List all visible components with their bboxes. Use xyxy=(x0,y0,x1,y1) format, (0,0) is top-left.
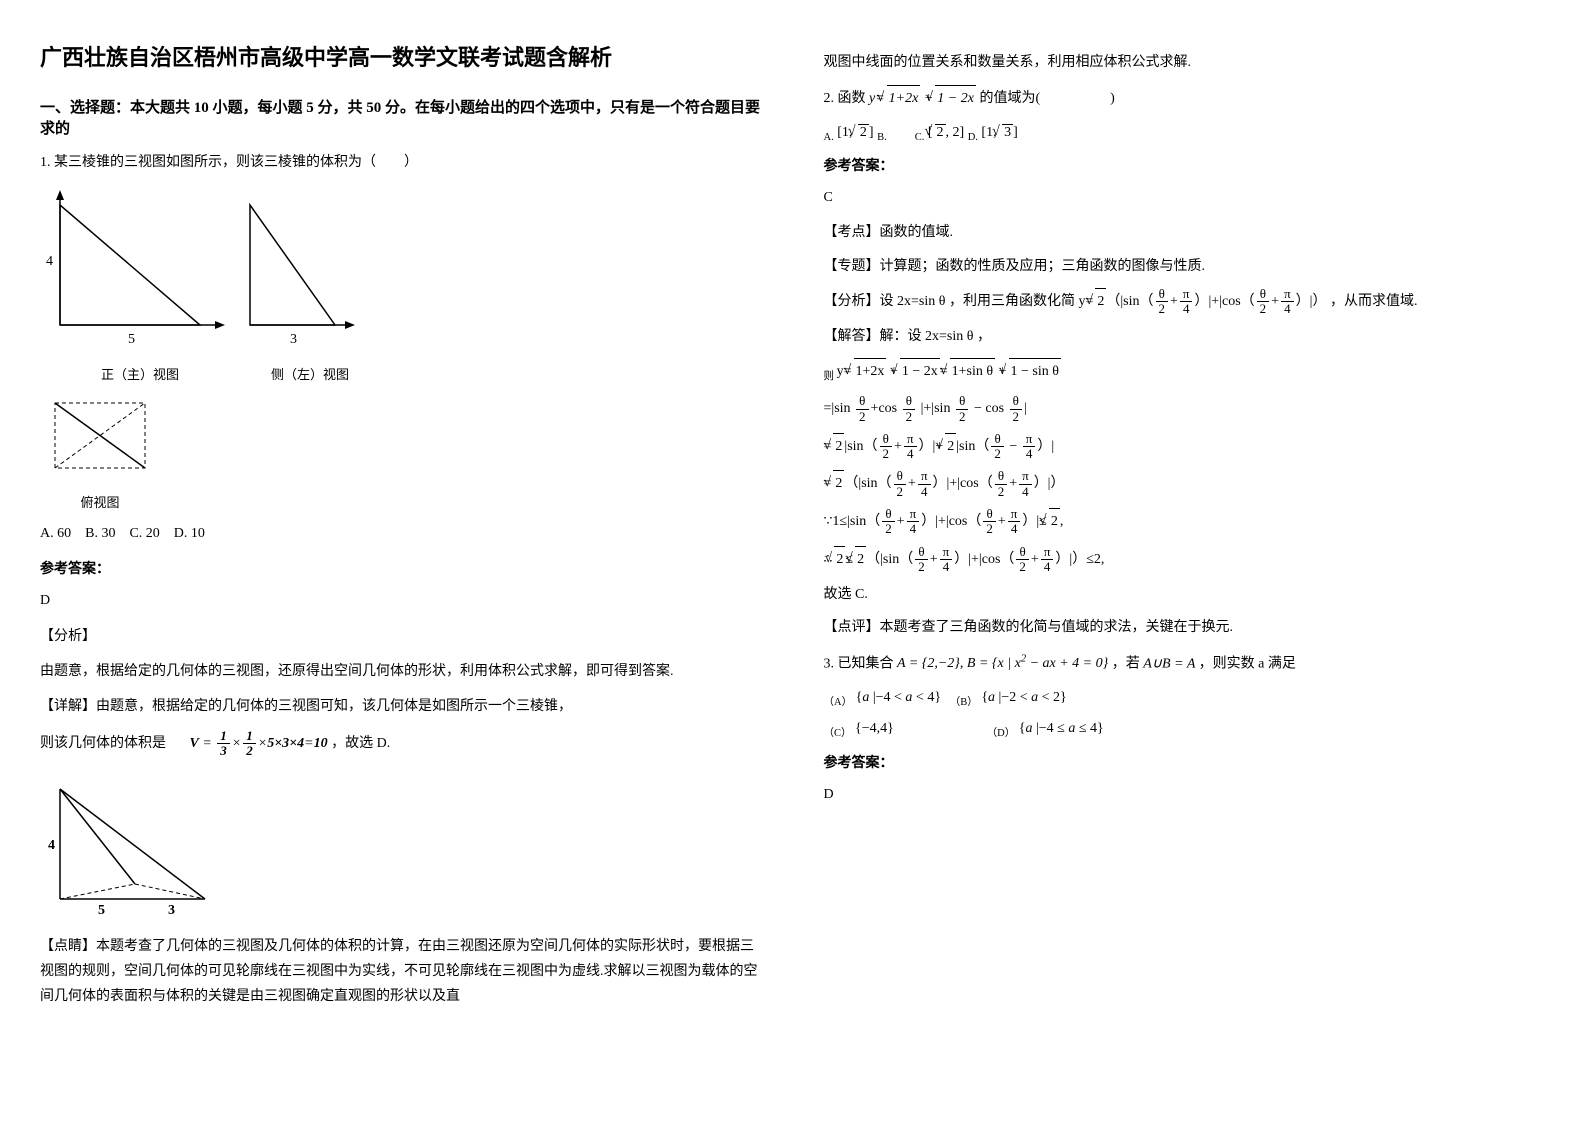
front-side-view-svg: 4 5 3 xyxy=(40,185,370,355)
q2-fenxi-suffix: ，从而求值域. xyxy=(1330,294,1418,309)
q1-volume-suffix: ，故选 D. xyxy=(331,736,390,751)
q2-answer: C xyxy=(824,185,1548,210)
q3-answer-label: 参考答案： xyxy=(824,752,1548,772)
q2-jieda: 【解答】解：设 2x=sin θ ， xyxy=(824,324,1548,349)
top-view-label: 俯视图 xyxy=(40,492,160,511)
q1-answer-label: 参考答案： xyxy=(40,558,764,578)
q3-opt-c: （C） {−4,4} （D） {a |−4 ≤ a ≤ 4} xyxy=(824,721,1104,736)
right-column: 观图中线面的位置关系和数量关系，利用相应体积公式求解. 2. 函数 y=1+2x… xyxy=(824,40,1548,1019)
fig-dim-4: 4 xyxy=(48,838,55,853)
q2-step5: ∵1≤|sin（θ2+π4）|+|cos（θ2+π4）|≤2, xyxy=(824,507,1548,537)
q3-options-row1: （A） {a |−4 < a < 4} （B） {a |−2 < a < 2} xyxy=(824,686,1548,709)
q1-volume-line: 则该几何体的体积是 V = 13×12×5×3×4=10 ，故选 D. xyxy=(40,729,764,759)
q1-continuation: 观图中线面的位置关系和数量关系，利用相应体积公式求解. xyxy=(824,50,1548,75)
q1-analysis-label: 【分析】 xyxy=(40,624,764,649)
q2-step4: =2（|sin（θ2+π4）|+|cos（θ2+π4）|） xyxy=(824,469,1548,499)
q2-fenxi-prefix: 【分析】设 2x=sin θ ，利用三角函数化简 xyxy=(824,294,1079,309)
q1-options: A. 60 B. 30 C. 20 D. 10 xyxy=(40,521,764,546)
tetra-svg: 4 5 3 xyxy=(40,769,240,919)
q1-answer: D xyxy=(40,588,764,613)
q1-comment: 【点睛】本题考查了几何体的三视图及几何体的体积的计算，在由三视图还原为空间几何体… xyxy=(40,934,764,1010)
q3-sets: A = {2,−2}, B = {x | x2 − ax + 4 = 0} xyxy=(897,656,1112,671)
q3-union: A∪B = A xyxy=(1143,656,1198,671)
q2-kaodian: 【考点】函数的值域. xyxy=(824,220,1548,245)
q1-volume-formula: V = 13×12×5×3×4=10 xyxy=(190,736,332,751)
q2-options: A. [1, 2] B. C. [2, 2] D. [1, 3] xyxy=(824,121,1548,143)
q2-step6: ∴2≤2（|sin（θ2+π4）|+|cos（θ2+π4）|）≤2, xyxy=(824,545,1548,575)
q2-func: y=1+2x +1 − 2x xyxy=(869,91,979,106)
q1-top-view: 俯视图 xyxy=(40,393,764,511)
q3-options-row2: （C） {−4,4} （D） {a |−4 ≤ a ≤ 4} xyxy=(824,717,1548,740)
q1-detail: 【详解】由题意，根据给定的几何体的三视图可知，该几何体是如图所示一个三棱锥， xyxy=(40,694,764,719)
q2-step3: =2|sin（θ2+π4）|+2|sin（θ2 − π4）| xyxy=(824,432,1548,462)
q2-stem: 2. 函数 y=1+2x +1 − 2x 的值域为( ) xyxy=(824,85,1548,111)
q3-stem: 3. 已知集合 A = {2,−2}, B = {x | x2 − ax + 4… xyxy=(824,651,1548,677)
dim-5-label: 5 xyxy=(128,332,135,347)
q2-stem-prefix: 2. 函数 xyxy=(824,91,866,106)
left-column: 广西壮族自治区梧州市高级中学高一数学文联考试题含解析 一、选择题：本大题共 10… xyxy=(40,40,764,1019)
q3-stem-suffix: ，则实数 a 满足 xyxy=(1199,656,1296,671)
q2-dianping: 【点评】本题考查了三角函数的化简与值域的求法，关键在于换元. xyxy=(824,615,1548,640)
q1-three-views: 4 5 3 正（主）视图 侧（左）视图 xyxy=(40,185,764,383)
q3-stem-prefix: 3. 已知集合 xyxy=(824,656,898,671)
dim-4-label: 4 xyxy=(46,254,53,269)
side-view-label: 侧（左）视图 xyxy=(260,364,360,383)
q3-answer: D xyxy=(824,782,1548,807)
main-title: 广西壮族自治区梧州市高级中学高一数学文联考试题含解析 xyxy=(40,40,764,72)
q2-step1: 则 y=1+2x +1 − 2x=1+sin θ +1 − sin θ xyxy=(824,358,1548,387)
q2-answer-label: 参考答案： xyxy=(824,155,1548,175)
q3-opt-a: （A） {a |−4 < a < 4} （B） {a |−2 < a < 2} xyxy=(824,690,1067,705)
q1-stem: 1. 某三棱锥的三视图如图所示，则该三棱锥的体积为（ ） xyxy=(40,150,764,175)
q2-zhuanti: 【专题】计算题；函数的性质及应用；三角函数的图像与性质. xyxy=(824,254,1548,279)
fig-dim-3: 3 xyxy=(168,903,175,918)
q2-stem-suffix: 的值域为( ) xyxy=(979,91,1114,106)
q2-step2: =|sin θ2+cos θ2 |+|sin θ2 − cos θ2| xyxy=(824,394,1548,424)
dim-3-label: 3 xyxy=(290,332,297,347)
section-1-header: 一、选择题：本大题共 10 小题，每小题 5 分，共 50 分。在每小题给出的四… xyxy=(40,96,764,138)
q2-fenxi: 【分析】设 2x=sin θ ，利用三角函数化简 y=2（|sin（θ2+π4）… xyxy=(824,287,1548,317)
q1-analysis: 由题意，根据给定的几何体的三视图，还原得出空间几何体的形状，利用体积公式求解，即… xyxy=(40,659,764,684)
fig-dim-5: 5 xyxy=(98,903,105,918)
q2-guxuan: 故选 C. xyxy=(824,582,1548,607)
q1-volume-prefix: 则该几何体的体积是 xyxy=(40,736,166,751)
front-view-label: 正（主）视图 xyxy=(70,364,210,383)
q1-solid-figure: 4 5 3 xyxy=(40,769,764,924)
q2-opt-a: A. [1, 2] B. C. [2, 2] D. [1, 3] xyxy=(824,125,1018,140)
top-view-svg xyxy=(40,393,160,483)
q3-stem-mid: ，若 xyxy=(1112,656,1140,671)
